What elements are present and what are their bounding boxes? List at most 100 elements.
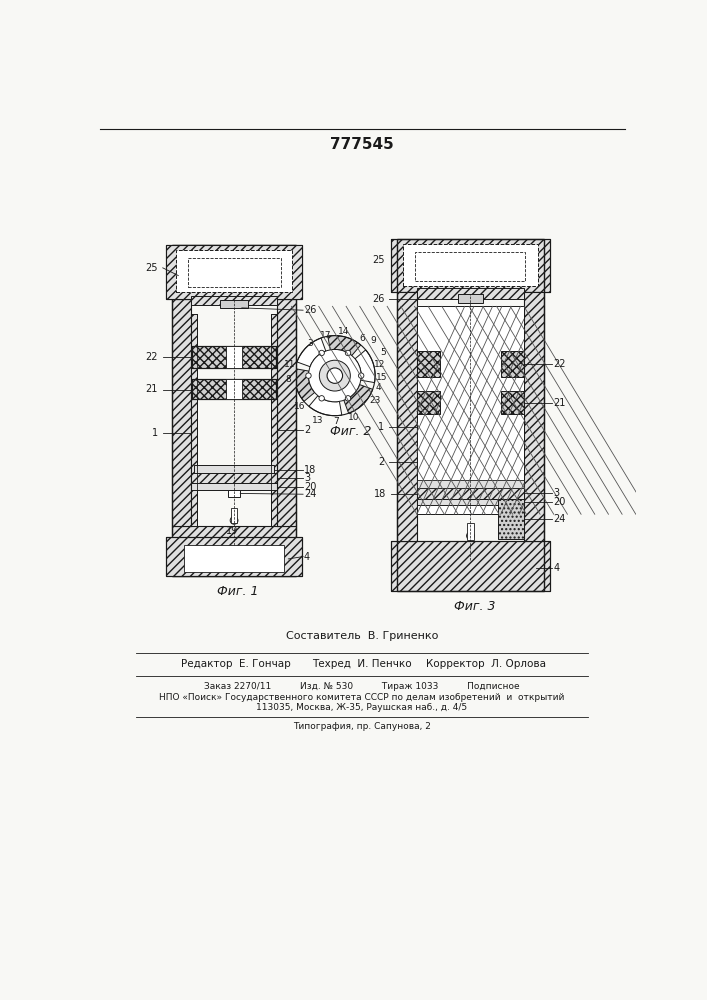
Bar <box>417 351 440 377</box>
Text: 22: 22 <box>554 359 566 369</box>
Bar <box>417 306 524 514</box>
Text: 26: 26 <box>372 294 385 304</box>
Text: 18: 18 <box>374 489 386 499</box>
Text: 7: 7 <box>334 417 339 426</box>
Text: 1: 1 <box>378 422 385 432</box>
Bar <box>166 245 303 299</box>
Text: 13: 13 <box>312 416 324 425</box>
Bar <box>192 379 276 399</box>
Circle shape <box>345 350 351 356</box>
Bar <box>391 239 550 292</box>
Circle shape <box>327 368 343 383</box>
Bar <box>417 480 524 488</box>
Text: 15: 15 <box>375 373 387 382</box>
Text: 10: 10 <box>348 413 359 422</box>
Bar <box>228 490 240 497</box>
Text: Заказ 2270/11          Изд. № 530          Тираж 1033          Подписное: Заказ 2270/11 Изд. № 530 Тираж 1033 Подп… <box>204 682 520 691</box>
Wedge shape <box>344 385 373 413</box>
Text: Редактор  Е. Гончар: Редактор Е. Гончар <box>182 659 291 669</box>
Text: 4: 4 <box>304 552 310 562</box>
Bar <box>184 545 284 572</box>
Text: 9: 9 <box>370 336 376 345</box>
Bar <box>416 252 525 281</box>
Bar <box>226 346 242 368</box>
Text: 2: 2 <box>378 457 385 467</box>
Circle shape <box>320 360 351 391</box>
Bar <box>417 306 524 514</box>
Circle shape <box>319 350 325 356</box>
Text: Техред  И. Пенчко: Техред И. Пенчко <box>312 659 411 669</box>
Bar <box>166 245 303 299</box>
Bar <box>467 523 474 540</box>
Bar <box>176 250 292 292</box>
Text: 19: 19 <box>226 526 239 536</box>
Text: 3: 3 <box>307 339 313 348</box>
Circle shape <box>308 349 361 402</box>
Bar <box>391 239 550 292</box>
Bar <box>172 299 191 526</box>
Text: 12: 12 <box>374 360 385 369</box>
Text: 11: 11 <box>284 360 296 369</box>
Bar <box>391 541 550 591</box>
Bar <box>166 537 303 576</box>
Text: Типография, пр. Сапунова, 2: Типография, пр. Сапунова, 2 <box>293 722 431 731</box>
Text: 25: 25 <box>146 263 158 273</box>
Bar <box>192 379 276 399</box>
Bar <box>501 391 524 414</box>
Bar <box>191 483 277 490</box>
Text: 8: 8 <box>286 375 291 384</box>
Bar <box>191 314 197 526</box>
Text: 21: 21 <box>554 398 566 408</box>
Bar <box>458 294 483 303</box>
Text: 18: 18 <box>304 465 316 475</box>
Text: 6: 6 <box>359 334 365 343</box>
Bar <box>231 508 237 523</box>
Text: 2: 2 <box>304 425 310 435</box>
Circle shape <box>305 373 311 378</box>
Text: Фиг. 1: Фиг. 1 <box>217 585 259 598</box>
Bar <box>397 239 544 591</box>
Bar <box>220 300 248 308</box>
Bar <box>403 244 538 286</box>
Text: Корректор  Л. Орлова: Корректор Л. Орлова <box>426 659 546 669</box>
Text: Фиг. 3: Фиг. 3 <box>454 600 495 613</box>
Text: 24: 24 <box>554 514 566 524</box>
Text: 17: 17 <box>320 331 332 340</box>
Text: 26: 26 <box>304 305 316 315</box>
Bar <box>194 465 274 473</box>
Circle shape <box>467 532 474 540</box>
Wedge shape <box>355 350 375 383</box>
Text: 20: 20 <box>304 482 316 492</box>
Text: 4: 4 <box>375 383 381 392</box>
Bar <box>191 473 277 483</box>
Text: 1: 1 <box>152 428 158 438</box>
Bar <box>417 499 524 505</box>
Text: 4: 4 <box>554 563 559 573</box>
Text: Фиг. 2: Фиг. 2 <box>329 425 371 438</box>
Bar <box>391 541 550 591</box>
Bar <box>417 288 524 299</box>
Bar <box>172 245 296 299</box>
Bar <box>501 351 524 377</box>
Bar <box>192 346 276 368</box>
Text: НПО «Поиск» Государственного комитета СССР по делам изобретений  и  открытий: НПО «Поиск» Государственного комитета СС… <box>159 693 565 702</box>
Text: 3: 3 <box>304 473 310 483</box>
Circle shape <box>345 396 351 401</box>
Wedge shape <box>295 369 315 401</box>
Bar <box>417 488 524 499</box>
Text: 25: 25 <box>372 255 385 265</box>
Circle shape <box>358 373 364 378</box>
Bar <box>417 391 440 414</box>
Text: 24: 24 <box>304 489 316 499</box>
Bar <box>166 537 303 576</box>
Text: Составитель  В. Гриненко: Составитель В. Гриненко <box>286 631 438 641</box>
Bar <box>226 379 242 399</box>
Bar <box>271 314 277 526</box>
Bar <box>172 526 296 576</box>
Text: 23: 23 <box>370 396 381 405</box>
Text: 14: 14 <box>339 327 350 336</box>
Bar <box>187 258 281 287</box>
Wedge shape <box>297 338 326 367</box>
Text: 20: 20 <box>554 497 566 507</box>
Bar <box>172 245 296 576</box>
